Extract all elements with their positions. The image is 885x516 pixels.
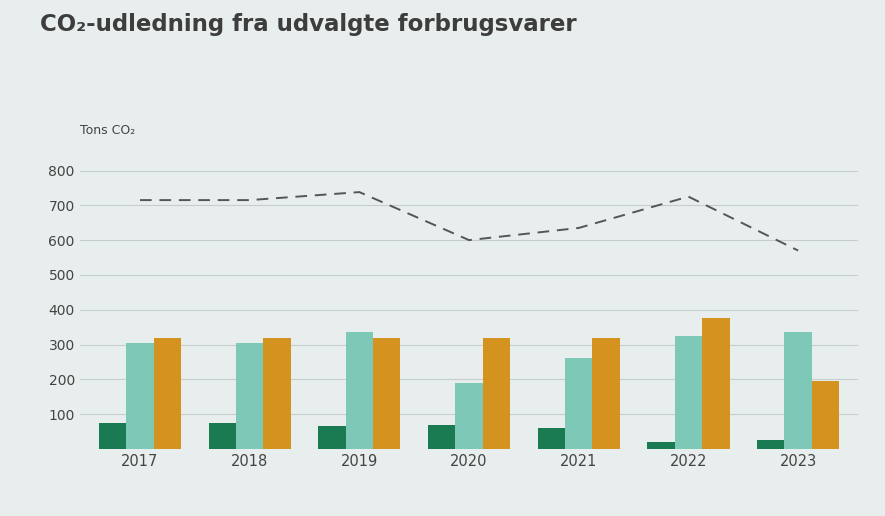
Bar xyxy=(154,337,181,449)
Bar xyxy=(346,332,373,449)
Bar xyxy=(99,423,127,449)
Bar xyxy=(236,344,264,449)
Bar xyxy=(319,426,346,449)
Bar xyxy=(674,336,702,449)
Bar xyxy=(127,343,154,449)
Bar xyxy=(537,428,565,449)
Bar xyxy=(702,318,729,449)
Bar xyxy=(647,442,674,449)
Bar xyxy=(784,332,812,449)
Bar xyxy=(592,337,620,449)
Bar xyxy=(482,337,510,449)
Bar xyxy=(428,425,456,449)
Bar xyxy=(373,337,401,449)
Bar xyxy=(456,383,482,449)
Text: Tons CO₂: Tons CO₂ xyxy=(80,124,135,137)
Bar xyxy=(264,337,291,449)
Text: CO₂-udledning fra udvalgte forbrugsvarer: CO₂-udledning fra udvalgte forbrugsvarer xyxy=(40,13,576,36)
Bar xyxy=(812,381,839,449)
Bar xyxy=(209,423,236,449)
Legend: Papir (tons CO₂), Fødevarer (tons CO₂), It-indkøb (tons CO₂), Samlet udledning (: Papir (tons CO₂), Fødevarer (tons CO₂), … xyxy=(131,512,807,516)
Bar xyxy=(565,359,592,449)
Bar xyxy=(757,440,784,449)
